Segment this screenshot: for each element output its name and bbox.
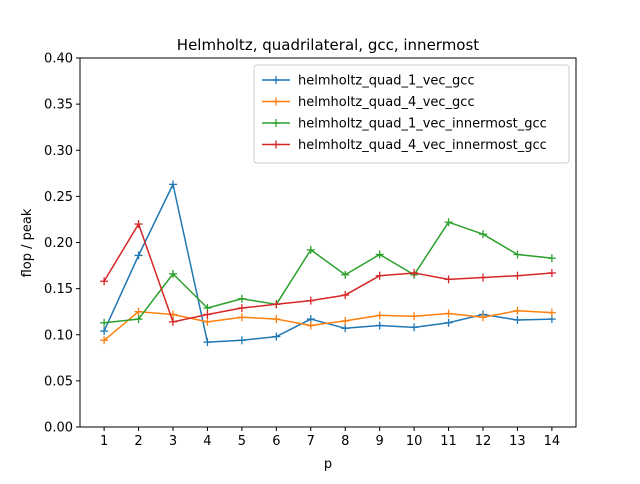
data-point xyxy=(237,294,246,303)
data-point xyxy=(375,250,384,259)
data-point xyxy=(341,316,350,325)
data-point xyxy=(272,315,281,324)
x-tick-label: 4 xyxy=(203,434,211,449)
x-tick-label: 1 xyxy=(100,434,108,449)
data-point xyxy=(306,321,315,330)
legend-label: helmholtz_quad_1_vec_gcc xyxy=(298,74,475,89)
data-point xyxy=(306,296,315,305)
x-tick-label: 11 xyxy=(440,434,457,449)
data-point xyxy=(410,268,419,277)
plot-frame xyxy=(79,57,577,428)
data-point xyxy=(203,338,212,347)
x-tick-label: 5 xyxy=(238,434,246,449)
data-point xyxy=(547,254,556,263)
data-point xyxy=(375,311,384,320)
x-tick-label: 8 xyxy=(341,434,349,449)
data-point xyxy=(272,300,281,309)
data-point xyxy=(237,313,246,322)
x-tick-label: 13 xyxy=(509,434,526,449)
data-point xyxy=(134,251,143,260)
y-tick-label: 0.20 xyxy=(44,236,73,251)
data-point xyxy=(203,317,212,326)
data-point xyxy=(237,303,246,312)
data-point xyxy=(513,250,522,259)
data-point xyxy=(134,315,143,324)
data-point xyxy=(100,318,109,327)
x-tick-label: 3 xyxy=(169,434,177,449)
data-point xyxy=(100,336,109,345)
x-tick-label: 9 xyxy=(376,434,384,449)
data-point xyxy=(169,317,177,326)
data-point xyxy=(341,291,350,300)
series-line-3 xyxy=(104,221,552,324)
data-point xyxy=(134,307,143,316)
data-point xyxy=(100,327,109,336)
legend-label: helmholtz_quad_1_vec_innermost_gcc xyxy=(298,117,547,132)
data-point xyxy=(444,275,453,284)
data-point xyxy=(134,220,143,229)
x-tick-label: 7 xyxy=(307,434,315,449)
x-tick-label: 2 xyxy=(134,434,142,449)
series-line-4 xyxy=(103,223,552,323)
data-point xyxy=(444,309,453,318)
data-point xyxy=(444,318,453,327)
legend-box xyxy=(253,64,570,164)
y-tick-label: 0.30 xyxy=(44,144,73,159)
data-point xyxy=(100,277,109,286)
data-point xyxy=(513,306,522,315)
y-tick-label: 0.00 xyxy=(44,421,73,436)
y-axis-label: flop / peak xyxy=(20,208,35,277)
data-point xyxy=(375,271,384,280)
data-point xyxy=(237,336,246,345)
data-point xyxy=(203,310,212,319)
chart-title: Helmholtz, quadrilateral, gcc, innermost xyxy=(177,36,480,54)
x-tick-label: 12 xyxy=(475,434,492,449)
y-tick-label: 0.15 xyxy=(44,282,73,297)
data-point xyxy=(375,321,384,330)
data-point xyxy=(410,312,419,321)
x-tick-label: 10 xyxy=(406,434,423,449)
y-tick-label: 0.05 xyxy=(44,374,73,389)
legend-label: helmholtz_quad_4_vec_gcc xyxy=(298,95,475,110)
data-point xyxy=(444,218,453,227)
data-point xyxy=(479,313,487,322)
x-axis-label: p xyxy=(324,457,332,472)
data-point xyxy=(513,271,522,280)
y-tick-label: 0.25 xyxy=(44,190,73,205)
data-point xyxy=(513,315,522,324)
data-point xyxy=(547,268,556,277)
data-point xyxy=(169,180,177,189)
y-tick-label: 0.35 xyxy=(44,98,73,113)
legend-label: helmholtz_quad_4_vec_innermost_gcc xyxy=(298,138,547,153)
data-point xyxy=(341,324,350,333)
data-point xyxy=(479,273,487,282)
data-point xyxy=(479,230,487,239)
data-point xyxy=(272,332,281,341)
series-line-2 xyxy=(103,310,552,341)
data-point xyxy=(341,270,350,279)
data-point xyxy=(169,269,177,278)
data-point xyxy=(410,323,419,332)
data-point xyxy=(306,245,315,254)
y-tick-label: 0.10 xyxy=(44,328,73,343)
legend: helmholtz_quad_1_vec_gcc helmholtz_quad_4… xyxy=(253,64,570,164)
data-point xyxy=(547,308,556,317)
x-tick-label: 14 xyxy=(544,434,561,449)
x-tick-label: 6 xyxy=(272,434,280,449)
y-tick-label: 0.40 xyxy=(44,52,73,67)
